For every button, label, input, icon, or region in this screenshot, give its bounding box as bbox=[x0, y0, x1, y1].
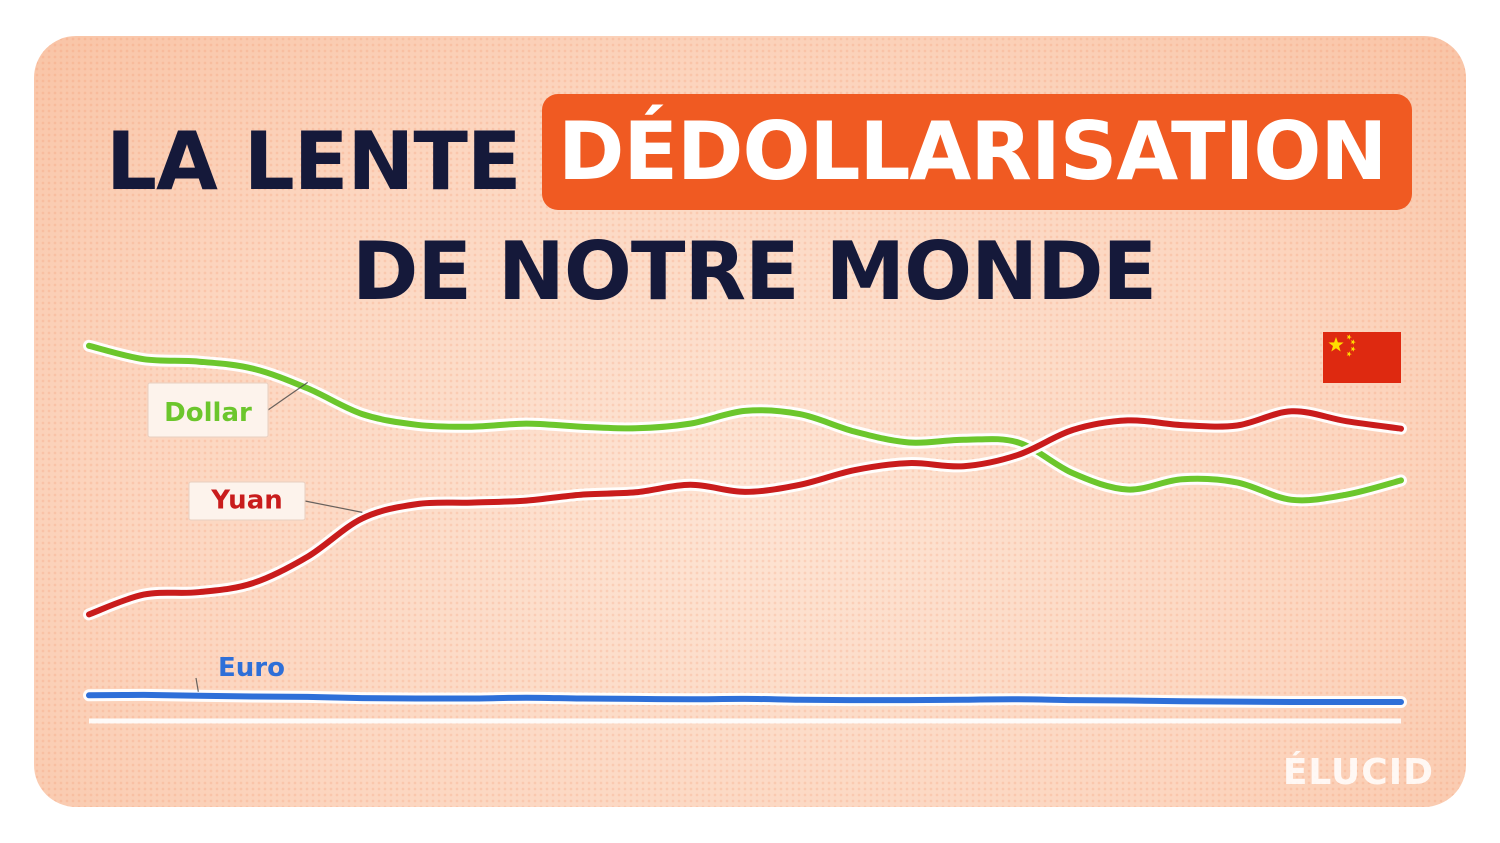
dollar-series-label: Dollar bbox=[164, 398, 252, 428]
flag-small-star bbox=[1350, 346, 1356, 352]
yuan-label-box bbox=[188, 481, 306, 521]
yuan-series-label: Yuan bbox=[210, 486, 283, 516]
dollar-label-leader bbox=[267, 381, 309, 411]
euro-series-label: Euro bbox=[218, 653, 285, 683]
title-highlight: DÉDOLLARISATION bbox=[558, 105, 1387, 198]
title-part1: LA LENTE bbox=[106, 115, 522, 208]
yuan-label-leader bbox=[304, 500, 363, 513]
thumbnail-card: LA LENTE DÉDOLLARISATION DE NOTRE MONDE … bbox=[34, 36, 1466, 807]
flag-small-star bbox=[1350, 339, 1356, 345]
dollar-line bbox=[86, 342, 1404, 504]
yuan-line bbox=[86, 408, 1404, 618]
euro-line bbox=[86, 691, 1404, 706]
dollar-label-box bbox=[147, 382, 269, 438]
brand-logo: ÉLUCID bbox=[1282, 752, 1434, 793]
flag-small-star bbox=[1346, 351, 1352, 357]
title-highlight-box bbox=[542, 94, 1412, 210]
flag-field bbox=[1323, 332, 1401, 383]
flag-big-star bbox=[1328, 337, 1344, 352]
china-flag-icon bbox=[1323, 332, 1401, 383]
flag-small-star bbox=[1346, 334, 1352, 340]
euro-label-leader bbox=[195, 677, 199, 692]
title-line2: DE NOTRE MONDE bbox=[352, 225, 1157, 318]
currency-line-chart: Dollar Yuan Euro bbox=[83, 332, 1407, 724]
